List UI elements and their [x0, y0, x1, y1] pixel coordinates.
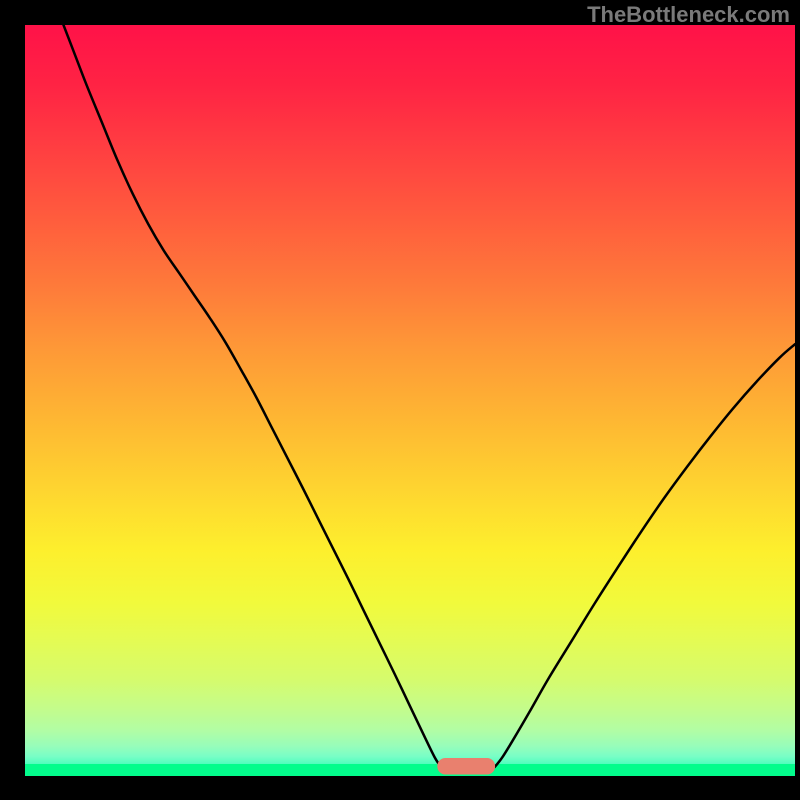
green-band — [25, 764, 795, 776]
watermark-text: TheBottleneck.com — [587, 2, 790, 28]
bottleneck-chart — [25, 25, 795, 776]
gradient-background — [25, 25, 795, 776]
bottleneck-marker — [437, 758, 495, 775]
